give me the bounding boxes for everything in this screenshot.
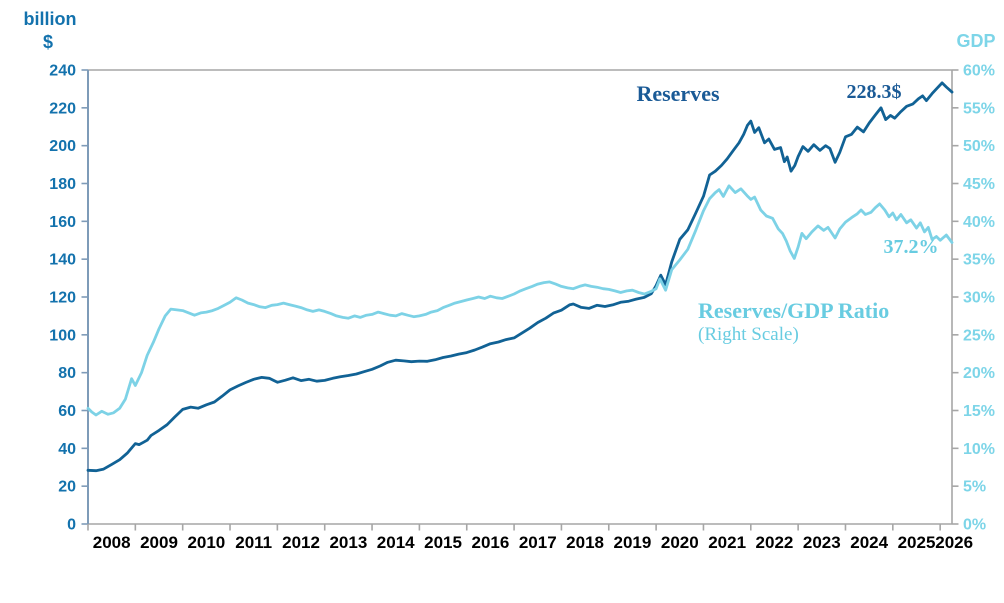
left-axis-title-line2: $	[43, 32, 53, 52]
y-axis-right-tick-label: 60%	[963, 63, 995, 80]
x-axis-tick-label: 2012	[282, 533, 320, 552]
y-axis-left-tick-label: 160	[49, 214, 76, 231]
reserves-line	[86, 81, 954, 473]
y-axis-right-tick-label: 50%	[963, 138, 995, 155]
x-axis-tick-label: 2008	[93, 533, 131, 552]
ratio-series-sublabel: (Right Scale)	[698, 324, 799, 345]
y-axis-left-tick-label: 100	[49, 327, 76, 344]
x-axis-tick-label: 2017	[519, 533, 557, 552]
y-axis-right-tick-label: 0%	[963, 517, 986, 534]
x-axis-tick-label: 2009	[140, 533, 178, 552]
y-axis-right-tick-label: 10%	[963, 441, 995, 458]
y-axis-right-tick-label: 45%	[963, 176, 995, 193]
y-axis-left-tick-label: 60	[58, 403, 76, 420]
reserves-last-value-label: 228.3$	[847, 81, 902, 103]
x-axis-tick-label: 2016	[471, 533, 509, 552]
reserves-gdp-ratio-line	[86, 184, 954, 417]
y-axis-right-tick-label: 15%	[963, 403, 995, 420]
x-axis-tick-label: 2024	[850, 533, 888, 552]
y-axis-left-tick-label: 180	[49, 176, 76, 193]
y-axis-left-tick-label: 240	[49, 63, 76, 80]
y-axis-right-tick-label: 25%	[963, 327, 995, 344]
ratio-last-value-label: 37.2%	[884, 236, 939, 258]
y-axis-right-tick-label: 40%	[963, 214, 995, 231]
x-axis-tick-label: 2014	[377, 533, 415, 552]
reserves-series-label: Reserves	[636, 81, 720, 106]
x-axis-tick-label: 2011	[235, 533, 272, 552]
y-axis-right-tick-label: 55%	[963, 100, 995, 117]
x-axis-tick-label: 2022	[756, 533, 794, 552]
left-axis-title-line1: billion	[24, 9, 77, 29]
x-axis-tick-label: 2021	[708, 533, 746, 552]
x-axis-tick-label: 2020	[661, 533, 699, 552]
y-axis-left-tick-label: 220	[49, 100, 76, 117]
y-axis-left-tick-label: 80	[58, 365, 76, 382]
x-axis-tick-label: 2019	[614, 533, 652, 552]
y-axis-left-tick-label: 0	[67, 517, 76, 534]
x-axis-tick-label: 2023	[803, 533, 841, 552]
x-axis-tick-label: 2026	[935, 533, 973, 552]
y-axis-left-tick-label: 140	[49, 252, 76, 269]
x-axis-tick-label: 2025	[898, 533, 936, 552]
ratio-series-label: Reserves/GDP Ratio	[698, 298, 889, 323]
x-axis-tick-label: 2013	[329, 533, 367, 552]
y-axis-right-tick-label: 30%	[963, 290, 995, 307]
x-axis-tick-label: 2015	[424, 533, 462, 552]
y-axis-left-tick-label: 40	[58, 441, 76, 458]
x-axis-tick-label: 2010	[187, 533, 225, 552]
x-axis-tick-label: 2018	[566, 533, 604, 552]
chart-generated-layer: 0 20 40 60 80 100 120 140 160 180 200 220 240 0% 5% 10%…	[49, 63, 995, 553]
y-axis-right-tick-label: 5%	[963, 479, 986, 496]
y-axis-right-tick-label: 20%	[963, 365, 995, 382]
right-axis-title: GDP	[956, 31, 995, 51]
y-axis-left-tick-label: 20	[58, 479, 76, 496]
y-axis-left-tick-label: 120	[49, 290, 76, 307]
y-axis-right-tick-label: 35%	[963, 252, 995, 269]
y-axis-left-tick-label: 200	[49, 138, 76, 155]
